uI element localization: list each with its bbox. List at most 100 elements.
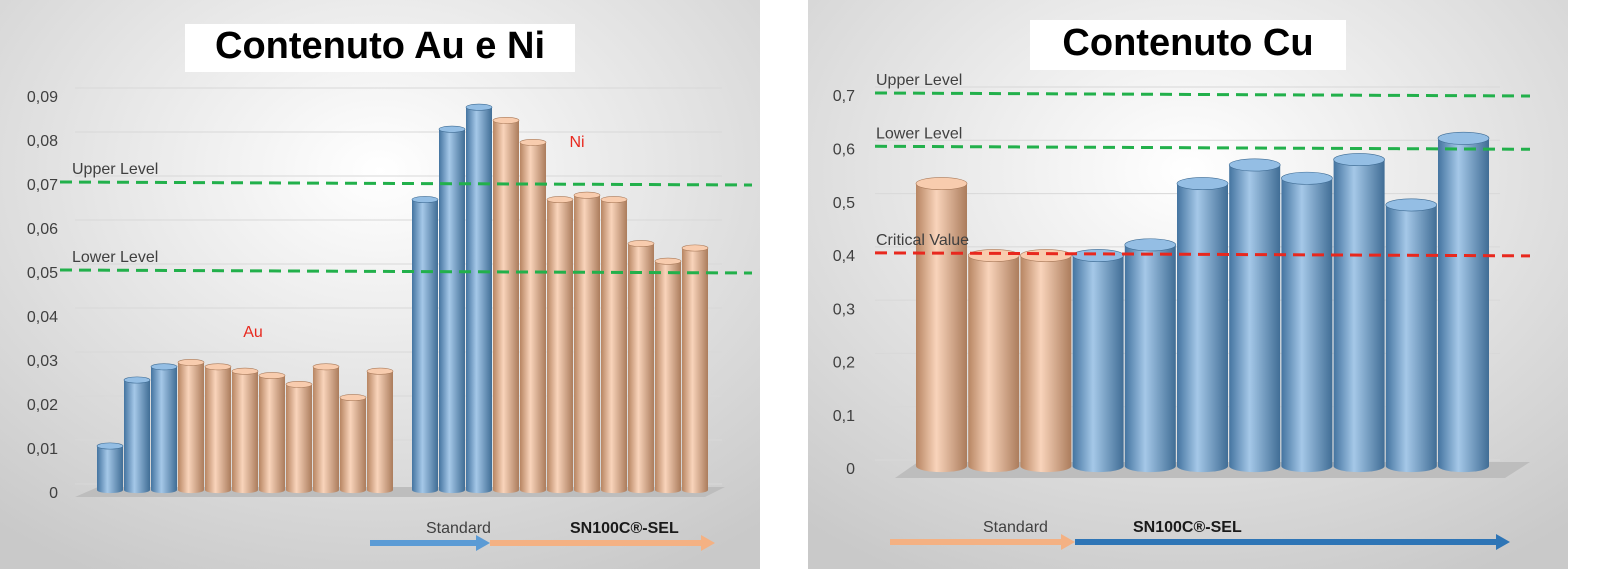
bar xyxy=(1072,249,1124,473)
bar-cap xyxy=(654,257,682,265)
bar-cap xyxy=(1385,198,1438,212)
bar xyxy=(466,104,492,494)
bar xyxy=(412,196,438,494)
arrow-label: Standard xyxy=(426,520,491,537)
bar xyxy=(286,381,312,494)
bar-cap xyxy=(1333,153,1385,167)
bar-cap xyxy=(123,376,151,384)
reference-line xyxy=(874,144,1531,151)
bar-cap xyxy=(600,196,628,204)
bar-cap xyxy=(465,103,493,111)
chart-title: Contenuto Cu xyxy=(1062,22,1313,64)
bar xyxy=(574,192,600,494)
bar xyxy=(1177,177,1228,473)
arrow xyxy=(1075,534,1510,550)
bar xyxy=(151,363,177,494)
bar xyxy=(232,368,258,494)
bar xyxy=(178,359,204,494)
bar-cap xyxy=(519,138,547,146)
bar-cap xyxy=(492,116,520,124)
y-tick-label: 0,03 xyxy=(27,353,58,370)
y-tick-label: 0,4 xyxy=(833,248,855,265)
bar-cap xyxy=(438,125,466,133)
bar xyxy=(655,258,681,494)
bar-cap xyxy=(967,249,1020,262)
bar xyxy=(601,196,627,494)
y-tick-label: 0 xyxy=(49,485,58,502)
bar xyxy=(1281,172,1333,473)
bar-cap xyxy=(1124,238,1177,252)
y-tick-label: 0,02 xyxy=(27,397,58,414)
series-label: Ni xyxy=(569,134,584,151)
bar xyxy=(493,117,519,494)
y-tick-label: 0,08 xyxy=(27,133,58,150)
reference-line xyxy=(874,91,1531,98)
bar xyxy=(124,376,150,494)
reference-label: Lower Level xyxy=(876,126,962,143)
bar xyxy=(367,368,393,494)
bar xyxy=(968,249,1020,473)
y-tick-label: 0 xyxy=(846,461,855,478)
bar xyxy=(1020,249,1072,473)
bar-cap xyxy=(366,367,394,375)
bar xyxy=(1438,132,1489,473)
bar-cap xyxy=(1020,249,1072,262)
bar-cap xyxy=(258,372,286,380)
y-tick-label: 0,09 xyxy=(27,89,58,106)
bar xyxy=(1229,158,1281,473)
bar xyxy=(313,363,339,494)
y-tick-label: 0,2 xyxy=(833,355,855,372)
bar xyxy=(520,139,546,494)
bar xyxy=(1333,153,1385,473)
y-tick-label: 0,06 xyxy=(27,221,58,238)
y-tick-label: 0,05 xyxy=(27,265,58,282)
bar xyxy=(682,244,708,494)
bar-cap xyxy=(915,177,968,191)
bar-cap xyxy=(231,367,259,375)
bar xyxy=(97,442,123,494)
arrow-label: SN100C®-SEL xyxy=(570,520,679,537)
bar-cap xyxy=(150,363,178,371)
bar-cap xyxy=(312,363,340,371)
series-label: Au xyxy=(243,324,263,341)
bar-cap xyxy=(411,196,439,204)
bar-cap xyxy=(177,358,205,366)
arrow-label: Standard xyxy=(983,519,1048,536)
bar xyxy=(439,126,465,494)
arrow xyxy=(370,535,490,551)
bar-cap xyxy=(681,244,709,252)
bar-cap xyxy=(627,240,655,248)
reference-line xyxy=(874,251,1531,258)
bar xyxy=(259,372,285,494)
bar-cap xyxy=(1228,158,1281,172)
bar xyxy=(628,240,654,494)
arrow xyxy=(890,534,1075,550)
y-tick-label: 0,5 xyxy=(833,195,855,212)
bar-cap xyxy=(285,380,313,388)
bar-cap xyxy=(1437,131,1490,145)
title-box xyxy=(185,24,575,72)
arrow-label: SN100C®-SEL xyxy=(1133,519,1242,536)
y-tick-label: 0,1 xyxy=(833,408,855,425)
chart-title: Contenuto Au e Ni xyxy=(215,25,545,67)
y-tick-label: 0,01 xyxy=(27,441,58,458)
reference-label: Critical Value xyxy=(876,232,969,249)
arrow xyxy=(490,535,715,551)
bar-cap xyxy=(339,394,367,402)
reference-line xyxy=(59,180,753,187)
y-tick-label: 0,04 xyxy=(27,309,58,326)
bar-cap xyxy=(573,191,601,199)
bar-cap xyxy=(1281,171,1333,185)
reference-label: Lower Level xyxy=(72,249,158,266)
bar xyxy=(205,363,231,494)
title-box xyxy=(1030,20,1346,70)
bar xyxy=(1385,198,1437,473)
bar xyxy=(916,177,967,473)
y-tick-label: 0,7 xyxy=(833,88,855,105)
reference-line xyxy=(59,268,753,275)
bar-cap xyxy=(1176,177,1229,191)
y-tick-label: 0,6 xyxy=(833,142,855,159)
bar-cap xyxy=(204,363,232,371)
bar-cap xyxy=(96,442,124,450)
